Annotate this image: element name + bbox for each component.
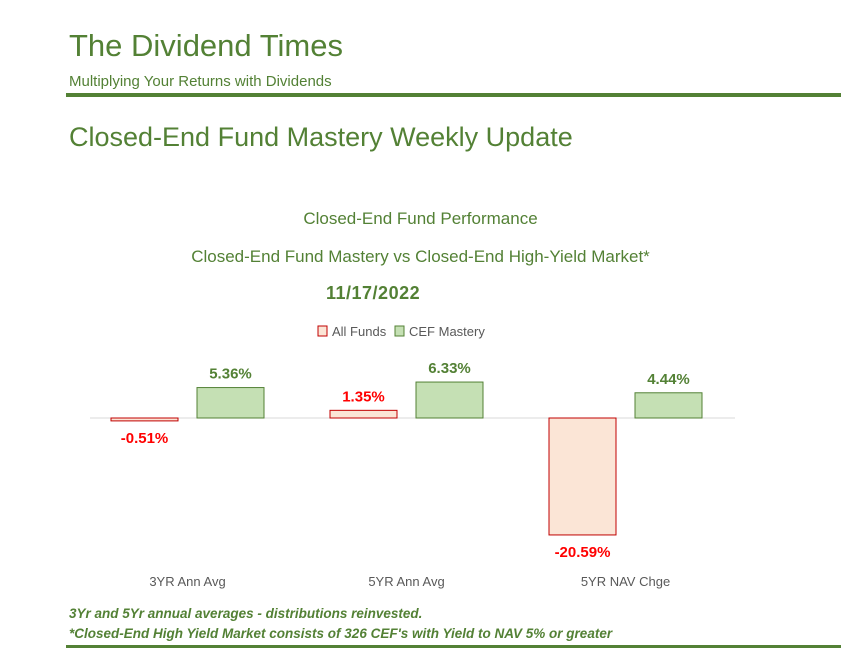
data-label: -0.51% <box>121 430 169 447</box>
legend-label: CEF Mastery <box>409 324 485 339</box>
bar <box>329 409 398 419</box>
chart-subtitle: Closed-End Fund Mastery vs Closed-End Hi… <box>191 247 650 266</box>
bar <box>548 417 617 536</box>
footnote-1: 3Yr and 5Yr annual averages - distributi… <box>69 606 423 621</box>
data-label: 6.33% <box>428 360 471 377</box>
legend-swatch <box>394 325 405 337</box>
site-title: The Dividend Times <box>69 28 343 63</box>
chart-title: Closed-End Fund Performance <box>303 209 538 228</box>
legend-label: All Funds <box>332 324 387 339</box>
header-divider <box>66 93 841 97</box>
category-label: 3YR Ann Avg <box>149 574 225 589</box>
bar <box>634 392 703 419</box>
bar <box>196 387 265 419</box>
site-tagline: Multiplying Your Returns with Dividends <box>69 73 332 90</box>
category-label: 5YR NAV Chge <box>581 574 670 589</box>
bar <box>110 417 179 422</box>
category-label: 5YR Ann Avg <box>368 574 444 589</box>
data-label: 4.44% <box>647 371 690 388</box>
data-label: 1.35% <box>342 388 385 405</box>
legend-swatch <box>317 325 328 337</box>
footnote-2: *Closed-End High Yield Market consists o… <box>69 626 613 641</box>
chart-date: 11/17/2022 <box>326 283 421 303</box>
data-label: 5.36% <box>209 366 252 383</box>
section-title: Closed-End Fund Mastery Weekly Update <box>69 122 573 152</box>
bar <box>415 381 484 419</box>
footer-divider <box>66 645 841 648</box>
data-label: -20.59% <box>555 544 611 561</box>
